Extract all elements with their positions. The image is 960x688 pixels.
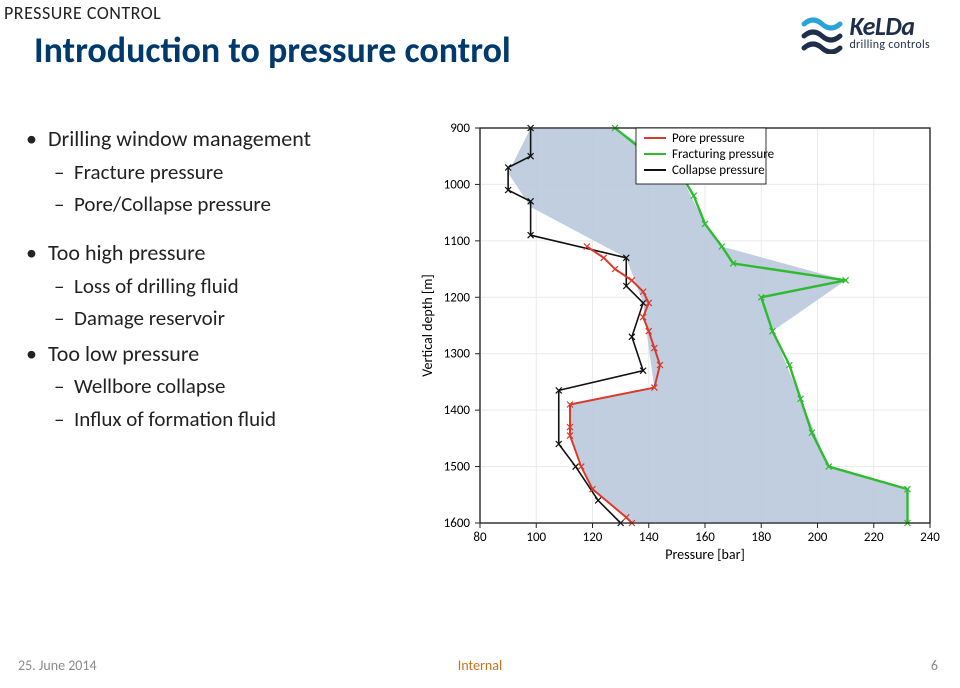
svg-text:900: 900 xyxy=(450,121,470,136)
bullet-l1: Drilling window management xyxy=(26,124,446,154)
svg-text:1000: 1000 xyxy=(444,177,471,192)
footer-class: Internal xyxy=(458,657,502,674)
svg-text:140: 140 xyxy=(639,530,659,545)
bullet-l2: Fracture pressure xyxy=(26,158,446,186)
svg-text:120: 120 xyxy=(583,530,603,545)
svg-text:Pore pressure: Pore pressure xyxy=(672,131,745,146)
svg-text:200: 200 xyxy=(808,530,828,545)
svg-text:220: 220 xyxy=(864,530,884,545)
logo-name: KeLDa xyxy=(849,15,930,38)
bullet-l2: Wellbore collapse xyxy=(26,372,446,400)
wave-icon xyxy=(801,12,843,54)
svg-text:80: 80 xyxy=(473,530,487,545)
pretitle: PRESSURE CONTROL xyxy=(4,2,161,24)
svg-text:100: 100 xyxy=(526,530,546,545)
svg-text:1200: 1200 xyxy=(444,290,471,305)
page-title: Introduction to pressure control xyxy=(34,28,511,72)
svg-text:Pressure [bar]: Pressure [bar] xyxy=(665,546,745,563)
bullet-l1: Too high pressure xyxy=(26,238,446,268)
svg-text:Vertical depth [m]: Vertical depth [m] xyxy=(419,274,436,376)
svg-text:1400: 1400 xyxy=(444,403,471,418)
bullet-l1: Too low pressure xyxy=(26,339,446,369)
footer-date: 25. June 2014 xyxy=(18,657,97,674)
bullet-l2: Damage reservoir xyxy=(26,304,446,332)
bullet-l2: Influx of formation fluid xyxy=(26,405,446,433)
pressure-depth-chart: 80 100 120 140 160 180 200 220 240 900 1000 1100 120… xyxy=(400,118,940,578)
footer-page: 6 xyxy=(931,657,938,674)
company-logo: KeLDa drilling controls xyxy=(801,12,930,54)
bullet-l2: Loss of drilling fluid xyxy=(26,272,446,300)
bullet-l2: Pore/Collapse pressure xyxy=(26,190,446,218)
svg-text:1300: 1300 xyxy=(444,347,471,362)
logo-subtitle: drilling controls xyxy=(849,40,930,51)
svg-text:240: 240 xyxy=(920,530,940,545)
svg-text:160: 160 xyxy=(695,530,715,545)
bullet-list: Drilling window management Fracture pres… xyxy=(26,118,446,433)
svg-text:1100: 1100 xyxy=(444,234,471,249)
svg-text:Collapse pressure: Collapse pressure xyxy=(672,163,765,178)
svg-text:180: 180 xyxy=(751,530,771,545)
svg-text:1500: 1500 xyxy=(444,460,471,475)
svg-text:1600: 1600 xyxy=(444,516,471,531)
svg-text:Fracturing pressure: Fracturing pressure xyxy=(672,147,774,162)
